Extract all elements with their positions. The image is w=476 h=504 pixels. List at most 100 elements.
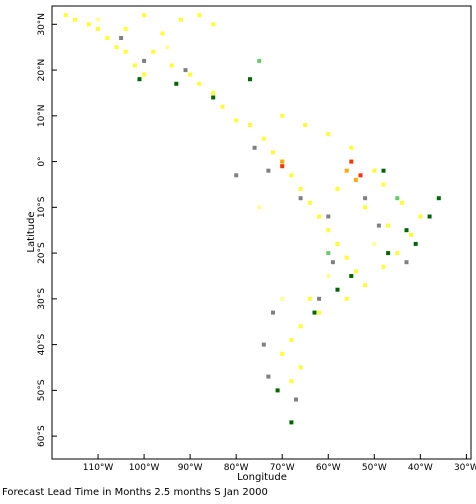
map-cell-yellow bbox=[289, 173, 294, 178]
map-cell-yellow bbox=[335, 241, 340, 246]
y-axis-title: Latitude bbox=[26, 211, 37, 252]
plot-frame bbox=[51, 5, 472, 460]
map-cell-pale-yellow bbox=[165, 45, 170, 50]
map-cell-yellow bbox=[395, 251, 400, 256]
map-cell-pale-yellow bbox=[257, 205, 262, 210]
map-cell-gray bbox=[317, 296, 322, 301]
map-cell-yellow bbox=[178, 17, 183, 22]
map-cell-yellow bbox=[234, 118, 239, 123]
grid-cells bbox=[63, 13, 441, 425]
map-cell-yellow bbox=[326, 228, 331, 233]
map-cell-dark-green bbox=[174, 81, 179, 86]
map-cell-yellow bbox=[123, 26, 128, 31]
map-cell-yellow bbox=[381, 182, 386, 187]
map-cell-red bbox=[358, 173, 363, 178]
axis-ticks: 110°W 100°W 90°W 80°W 70°W 60°W 50°W 40°W 30°W 30… bbox=[37, 13, 476, 473]
map-cell-dark-green bbox=[404, 228, 409, 233]
map-cell-light-green bbox=[395, 196, 400, 201]
map-cell-yellow bbox=[188, 72, 193, 77]
map-cell-yellow bbox=[372, 168, 377, 173]
map-cell-yellow bbox=[160, 31, 165, 36]
map-cell-light-green bbox=[326, 251, 331, 256]
y-tick-label: 20°S bbox=[37, 242, 47, 264]
map-cell-yellow bbox=[363, 283, 368, 288]
map-cell-gray bbox=[183, 68, 188, 73]
map-cell-gray bbox=[119, 36, 124, 40]
map-cell-yellow bbox=[418, 214, 423, 219]
y-tick-label: 60°S bbox=[37, 425, 47, 447]
map-cell-yellow bbox=[409, 232, 414, 237]
map-cell-dark-green bbox=[312, 310, 317, 315]
map-cell-dark-green bbox=[381, 168, 386, 173]
map-cell-pale-yellow bbox=[96, 17, 100, 22]
map-cell-yellow bbox=[317, 214, 322, 219]
map-cell-yellow bbox=[211, 90, 216, 95]
map-cell-yellow bbox=[142, 13, 147, 18]
map-cell-gray bbox=[252, 145, 257, 150]
map-cell-dark-green bbox=[436, 196, 441, 201]
map-cell-yellow bbox=[298, 187, 303, 191]
map-cell-dark-green bbox=[211, 95, 216, 100]
map-cell-yellow bbox=[344, 296, 349, 301]
map-cell-yellow bbox=[381, 264, 386, 269]
map-cell-light-green bbox=[257, 58, 262, 63]
x-tick-label: 110°W bbox=[83, 463, 114, 473]
map-cell-yellow bbox=[298, 324, 303, 329]
map-cell-yellow bbox=[142, 72, 147, 77]
map-cell-gray bbox=[376, 223, 381, 228]
map-cell-yellow bbox=[353, 269, 358, 274]
map-cell-orange bbox=[353, 177, 358, 182]
map-cell-yellow bbox=[169, 63, 174, 68]
map-cell-gray bbox=[326, 214, 331, 219]
map-cell-gray bbox=[266, 168, 271, 173]
x-tick-label: 100°W bbox=[129, 463, 160, 473]
map-cell-yellow bbox=[248, 123, 252, 127]
map-cell-yellow bbox=[73, 17, 77, 22]
map-cell-gray bbox=[294, 397, 298, 402]
map-cell-yellow bbox=[399, 200, 404, 205]
map-cell-gray bbox=[234, 173, 239, 178]
map-cell-yellow bbox=[344, 255, 349, 260]
map-cell-yellow bbox=[151, 49, 156, 54]
map-cell-dark-green bbox=[386, 251, 391, 256]
y-tick-label: 10°N bbox=[37, 104, 47, 127]
map-cell-orange bbox=[344, 168, 349, 173]
y-tick-label: 20°N bbox=[37, 59, 47, 82]
map-cell-yellow bbox=[261, 136, 266, 141]
map-cell-yellow bbox=[317, 310, 322, 315]
map-cell-yellow bbox=[280, 113, 285, 118]
map-cell-yellow bbox=[123, 49, 128, 54]
x-axis-title: Longitude bbox=[237, 472, 287, 483]
map-cell-yellow bbox=[86, 22, 91, 27]
map-cell-yellow bbox=[271, 150, 275, 155]
x-tick-label: 80°W bbox=[224, 463, 249, 473]
map-cell-dark-green bbox=[335, 287, 340, 292]
y-tick-label: 0° bbox=[37, 156, 47, 166]
map-cell-pale-yellow bbox=[280, 296, 285, 301]
map-cell-yellow bbox=[280, 351, 285, 356]
map-cell-dark-green bbox=[248, 77, 252, 82]
y-tick-label: 50°S bbox=[37, 379, 47, 401]
map-cell-gray bbox=[330, 260, 335, 265]
map-cell-dark-green bbox=[349, 274, 354, 278]
map-cell-yellow bbox=[197, 81, 202, 86]
y-tick-label: 30°N bbox=[37, 13, 47, 36]
map-cell-yellow bbox=[289, 338, 294, 342]
map-cell-gray bbox=[261, 342, 266, 347]
x-tick-label: 40°W bbox=[408, 463, 433, 473]
map-cell-yellow bbox=[114, 45, 119, 50]
map-cell-gray bbox=[298, 196, 303, 201]
map-cell-dark-green bbox=[427, 214, 432, 219]
map-cell-yellow bbox=[363, 205, 368, 210]
map-cell-yellow bbox=[303, 123, 308, 127]
map-cell-gray bbox=[404, 260, 409, 265]
map-cell-gray bbox=[266, 374, 271, 379]
map-cell-yellow bbox=[386, 223, 391, 228]
map-cell-yellow bbox=[132, 63, 137, 68]
map-cell-gray bbox=[363, 196, 368, 201]
map-cell-yellow bbox=[335, 187, 340, 191]
map-cell-gray bbox=[142, 58, 147, 63]
map-cell-dark-green bbox=[275, 388, 280, 393]
map-cell-pale-yellow bbox=[372, 241, 377, 246]
